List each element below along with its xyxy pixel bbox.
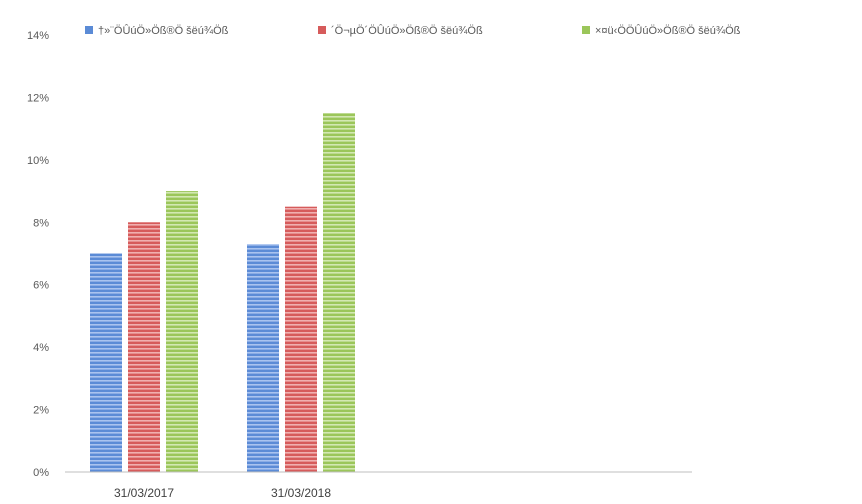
x-category-label: 31/03/2017 [114,486,174,500]
bar-1-2 [247,244,279,472]
bar-2-2 [285,206,317,472]
y-tick-label: 8% [33,217,49,229]
x-category-label: 31/03/2018 [271,486,331,500]
legend-label: †»¨ÖÛúÖ»Öß®Ö šëú¾Öß [98,24,229,37]
y-tick-label: 4% [33,342,49,354]
y-tick-label: 6% [33,280,49,292]
bars [90,113,355,473]
legend-swatch [85,26,93,34]
y-tick-label: 0% [33,467,49,479]
x-axis: 31/03/2017 31/03/2018 [65,471,692,500]
bar-2-1 [128,222,160,472]
y-axis: 0% 2% 4% 6% 8% 10% 12% 14% [27,30,49,479]
legend: †»¨ÖÛúÖ»Öß®Ö šëú¾Öß ´Ö¬µÖ´ÖÛúÖ»Öß®Ö šëú¾Ö… [85,24,741,37]
bar-3-1 [166,191,198,473]
legend-label: ×¤ü‹ÖÖÛúÖ»Öß®Ö šëú¾Öß [595,24,741,37]
legend-swatch [582,26,590,34]
y-tick-label: 2% [33,405,49,417]
y-tick-label: 12% [27,92,49,104]
y-tick-label: 10% [27,155,49,167]
y-tick-label: 14% [27,30,49,42]
legend-item: †»¨ÖÛúÖ»Öß®Ö šëú¾Öß [85,24,229,37]
bar-3-2 [323,113,355,473]
legend-item: ´Ö¬µÖ´ÖÛúÖ»Öß®Ö šëú¾Öß [318,24,483,37]
legend-item: ×¤ü‹ÖÖÛúÖ»Öß®Ö šëú¾Öß [582,24,741,37]
legend-swatch [318,26,326,34]
bar-1-1 [90,253,122,472]
legend-label: ´Ö¬µÖ´ÖÛúÖ»Öß®Ö šëú¾Öß [331,24,483,37]
